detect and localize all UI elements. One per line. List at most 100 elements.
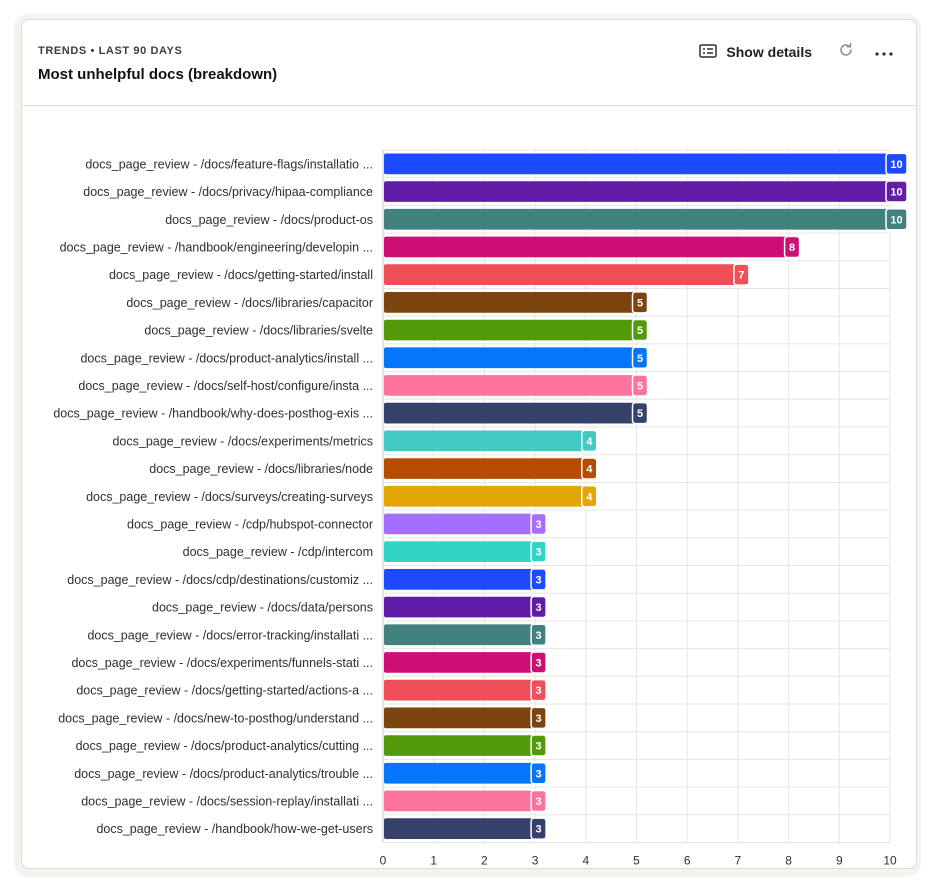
data-label-badge: [581, 429, 598, 453]
data-label: 10: [890, 214, 902, 226]
category-label: docs_page_review - /docs/surveys/creatin…: [86, 490, 373, 504]
x-tick-label: 9: [836, 854, 843, 868]
bar[interactable]: [384, 679, 536, 701]
data-label: 3: [536, 602, 542, 614]
data-label-badge: [631, 401, 649, 425]
show-details-button[interactable]: Show details: [699, 43, 812, 61]
bar[interactable]: [384, 319, 637, 341]
category-label: docs_page_review - /handbook/why-does-po…: [53, 407, 373, 421]
data-label: 5: [637, 297, 643, 309]
list-details-icon: [699, 43, 718, 61]
insight-title[interactable]: Most unhelpful docs (breakdown): [38, 66, 278, 83]
category-label: docs_page_review - /docs/libraries/capac…: [126, 296, 373, 310]
data-label-badge: [530, 789, 547, 813]
data-label: 5: [637, 380, 643, 392]
data-label: 4: [586, 436, 593, 448]
data-label-badge: [530, 595, 547, 619]
data-label: 8: [789, 242, 795, 254]
bar[interactable]: [384, 181, 890, 202]
data-label: 3: [536, 713, 542, 725]
x-tick-label: 4: [582, 854, 589, 868]
category-label: docs_page_review - /docs/data/persons: [152, 601, 373, 615]
bar[interactable]: [384, 624, 536, 646]
bar-chart: 0 1 2 3 4 5 6 7 8 9 10 docs_page_review - /docs/fea…: [53, 149, 908, 868]
bar[interactable]: [384, 652, 536, 673]
data-label-badge: [885, 152, 908, 176]
x-tick-label: 2: [481, 854, 488, 868]
bar[interactable]: [384, 569, 536, 590]
category-label: docs_page_review - /handbook/engineering…: [60, 240, 373, 254]
data-label: 3: [536, 630, 542, 642]
bar[interactable]: [384, 292, 637, 313]
data-label: 7: [738, 270, 744, 282]
x-tick-label: 1: [430, 854, 437, 868]
refresh-button[interactable]: [834, 40, 858, 64]
data-label: 3: [536, 824, 542, 836]
bar[interactable]: [384, 485, 586, 507]
insight-subtitle: TRENDS • LAST 90 DAYS: [38, 45, 183, 57]
bar[interactable]: [384, 790, 536, 812]
data-label: 10: [890, 187, 902, 199]
category-label: docs_page_review - /docs/product-analyti…: [74, 767, 373, 781]
bar[interactable]: [384, 818, 536, 839]
x-tick-label: 5: [633, 854, 640, 868]
category-label: docs_page_review - /docs/getting-started…: [76, 684, 373, 698]
data-label: 10: [890, 159, 902, 171]
bar[interactable]: [384, 236, 789, 258]
bar[interactable]: [384, 402, 637, 424]
data-label-badge: [530, 678, 547, 702]
data-label: 3: [536, 685, 542, 697]
data-label-badge: [885, 208, 908, 231]
data-label-badge: [733, 263, 750, 286]
x-tick-label: 10: [883, 854, 897, 868]
category-label: docs_page_review - /handbook/how-we-get-…: [96, 822, 373, 836]
category-label: docs_page_review - /docs/experiments/met…: [112, 434, 373, 448]
bar[interactable]: [384, 762, 536, 784]
bar[interactable]: [384, 513, 536, 535]
category-label: docs_page_review - /docs/product-analyti…: [80, 351, 373, 365]
category-label: docs_page_review - /docs/cdp/destination…: [67, 573, 373, 587]
more-options-button[interactable]: [872, 40, 896, 64]
data-label-badge: [530, 817, 547, 840]
category-label: docs_page_review - /docs/session-replay/…: [81, 794, 373, 808]
data-label-badge: [631, 346, 649, 369]
data-label-badge: [631, 291, 649, 314]
data-label: 3: [536, 796, 542, 808]
bar[interactable]: [384, 458, 586, 479]
data-label: 3: [536, 741, 542, 753]
bar[interactable]: [384, 430, 586, 452]
data-label: 3: [536, 657, 542, 669]
x-tick-label: 3: [532, 854, 539, 868]
data-label: 4: [586, 491, 593, 503]
bar[interactable]: [384, 375, 637, 396]
data-label-badge: [783, 235, 801, 259]
category-label: docs_page_review - /docs/error-tracking/…: [87, 628, 373, 642]
data-label-badge: [631, 318, 649, 342]
card-header: TRENDS • LAST 90 DAYS Most unhelpful doc…: [22, 20, 916, 106]
bar[interactable]: [384, 541, 536, 562]
refresh-icon: [838, 42, 854, 63]
bar[interactable]: [384, 208, 890, 230]
category-label: docs_page_review - /docs/privacy/hipaa-c…: [83, 185, 373, 199]
data-label: 4: [586, 464, 593, 476]
bar[interactable]: [384, 596, 536, 618]
data-label: 3: [536, 768, 542, 780]
data-label: 3: [536, 519, 542, 531]
bar[interactable]: [384, 153, 890, 175]
category-label: docs_page_review - /docs/experiments/fun…: [71, 656, 373, 670]
data-label-badge: [631, 374, 649, 397]
category-label: docs_page_review - /docs/self-host/confi…: [78, 379, 373, 393]
bar[interactable]: [384, 347, 637, 369]
category-label: docs_page_review - /docs/product-os: [165, 213, 373, 227]
header-actions: Show details: [699, 38, 896, 66]
data-label-badge: [581, 485, 598, 508]
bar[interactable]: [384, 264, 738, 285]
more-horizontal-icon: [875, 43, 893, 61]
data-label-badge: [530, 762, 547, 785]
category-label: docs_page_review - /docs/new-to-posthog/…: [58, 711, 373, 725]
data-label-badge: [530, 623, 547, 646]
category-label: docs_page_review - /docs/getting-started…: [109, 268, 373, 282]
bar[interactable]: [384, 707, 536, 729]
bar[interactable]: [384, 735, 536, 756]
data-label: 3: [536, 574, 542, 586]
